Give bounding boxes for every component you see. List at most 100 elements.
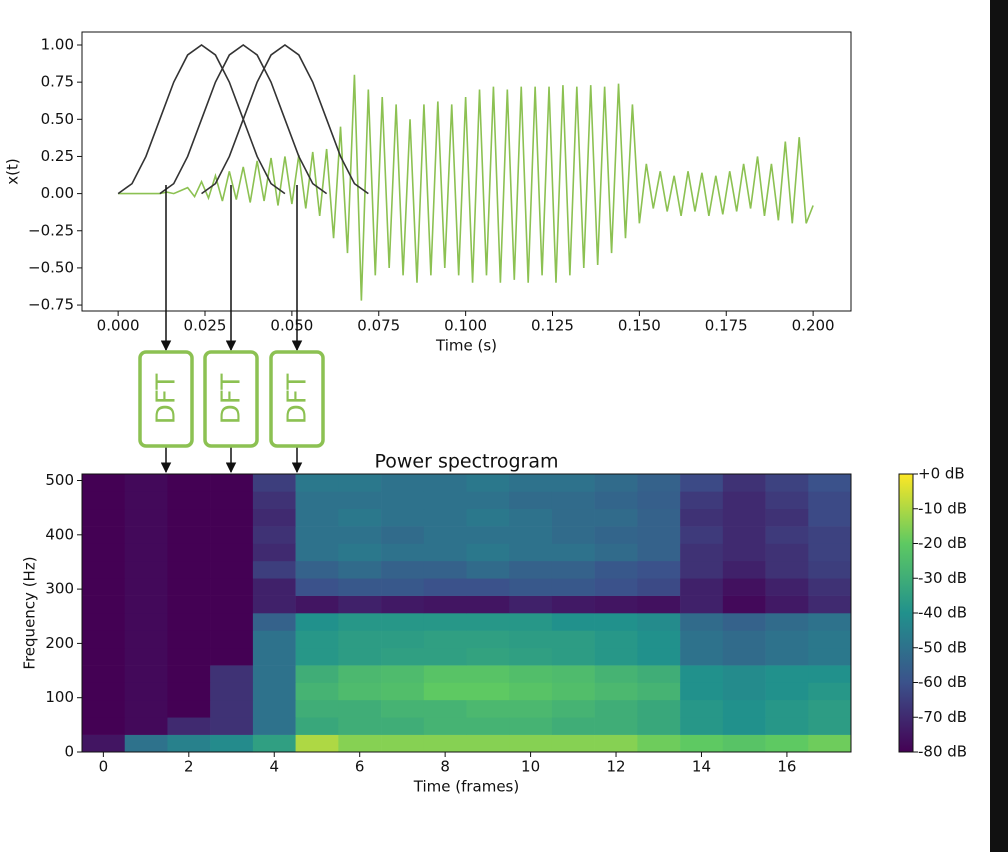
cell — [423, 613, 467, 631]
cell — [381, 578, 425, 596]
cell — [210, 699, 254, 718]
dft-box — [203, 350, 259, 448]
cell — [509, 665, 553, 683]
cell — [381, 474, 425, 492]
cell — [252, 699, 296, 718]
cell — [509, 717, 553, 735]
cell — [765, 491, 809, 510]
cell — [594, 734, 638, 753]
cell — [551, 630, 595, 649]
cell — [680, 613, 724, 631]
cell — [765, 508, 809, 527]
cell — [808, 682, 852, 701]
cell — [338, 665, 382, 683]
cell — [338, 560, 382, 579]
y-tick-label: 400 — [45, 525, 74, 543]
cell — [423, 560, 467, 579]
cell — [509, 474, 553, 492]
cell — [808, 578, 852, 596]
cell — [338, 717, 382, 735]
cell — [167, 526, 211, 544]
cell — [594, 595, 638, 614]
series-line — [118, 74, 814, 301]
colorbar-tick-label: -40 dB — [918, 604, 967, 622]
cell — [808, 630, 852, 649]
colorbar-tick-label: +0 dB — [918, 465, 965, 483]
cell — [722, 578, 766, 596]
cell — [210, 630, 254, 649]
cell — [381, 665, 425, 683]
cell — [765, 595, 809, 614]
cell — [423, 699, 467, 718]
cell — [381, 647, 425, 666]
chart-title: Power spectrogram — [374, 451, 558, 473]
cell — [808, 508, 852, 527]
cell — [82, 682, 126, 701]
cell — [252, 491, 296, 510]
cell — [765, 699, 809, 718]
x-tick-label: 0.175 — [705, 317, 748, 335]
x-axis-label: Time (s) — [435, 337, 497, 355]
y-tick-label: 200 — [45, 634, 74, 652]
cell — [594, 647, 638, 666]
cell — [680, 543, 724, 562]
dft-label: DFT — [152, 374, 182, 425]
cell — [295, 665, 339, 683]
cell — [338, 474, 382, 492]
cell — [637, 560, 681, 579]
cell — [808, 543, 852, 562]
cell — [551, 543, 595, 562]
cell — [210, 717, 254, 735]
cell — [637, 595, 681, 614]
cell — [808, 613, 852, 631]
cell — [338, 595, 382, 614]
colorbar-tick-label: -20 dB — [918, 534, 967, 552]
cell — [338, 491, 382, 510]
cell — [124, 613, 168, 631]
cell — [551, 560, 595, 579]
cell — [423, 595, 467, 614]
cell — [808, 595, 852, 614]
cell — [466, 491, 510, 510]
cell — [423, 526, 467, 544]
cell — [295, 578, 339, 596]
x-tick-label: 12 — [606, 758, 625, 776]
cell — [551, 578, 595, 596]
cell — [338, 734, 382, 753]
cell — [167, 699, 211, 718]
cell — [680, 682, 724, 701]
dft-box — [269, 350, 325, 448]
x-tick-label: 0 — [99, 758, 109, 776]
cell — [680, 526, 724, 544]
cell — [124, 595, 168, 614]
cell — [680, 560, 724, 579]
cell — [722, 595, 766, 614]
cell — [295, 474, 339, 492]
cell — [167, 560, 211, 579]
cell — [338, 647, 382, 666]
cell — [594, 526, 638, 544]
cell — [594, 682, 638, 701]
cell — [124, 699, 168, 718]
cell — [722, 665, 766, 683]
cell — [338, 630, 382, 649]
cell — [82, 474, 126, 492]
cell — [765, 526, 809, 544]
cell — [381, 734, 425, 753]
cell — [594, 717, 638, 735]
cell — [509, 560, 553, 579]
cell — [167, 682, 211, 701]
cell — [765, 474, 809, 492]
x-tick-label: 0.025 — [184, 317, 227, 335]
cell — [680, 665, 724, 683]
cell — [722, 613, 766, 631]
cell — [765, 543, 809, 562]
cell — [765, 734, 809, 753]
cell — [82, 543, 126, 562]
cell — [252, 647, 296, 666]
cell — [509, 613, 553, 631]
cell — [82, 491, 126, 510]
cell — [167, 578, 211, 596]
cell — [765, 682, 809, 701]
